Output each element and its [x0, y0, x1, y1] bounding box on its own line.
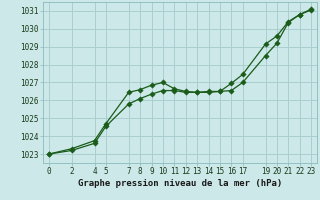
X-axis label: Graphe pression niveau de la mer (hPa): Graphe pression niveau de la mer (hPa) — [78, 179, 282, 188]
